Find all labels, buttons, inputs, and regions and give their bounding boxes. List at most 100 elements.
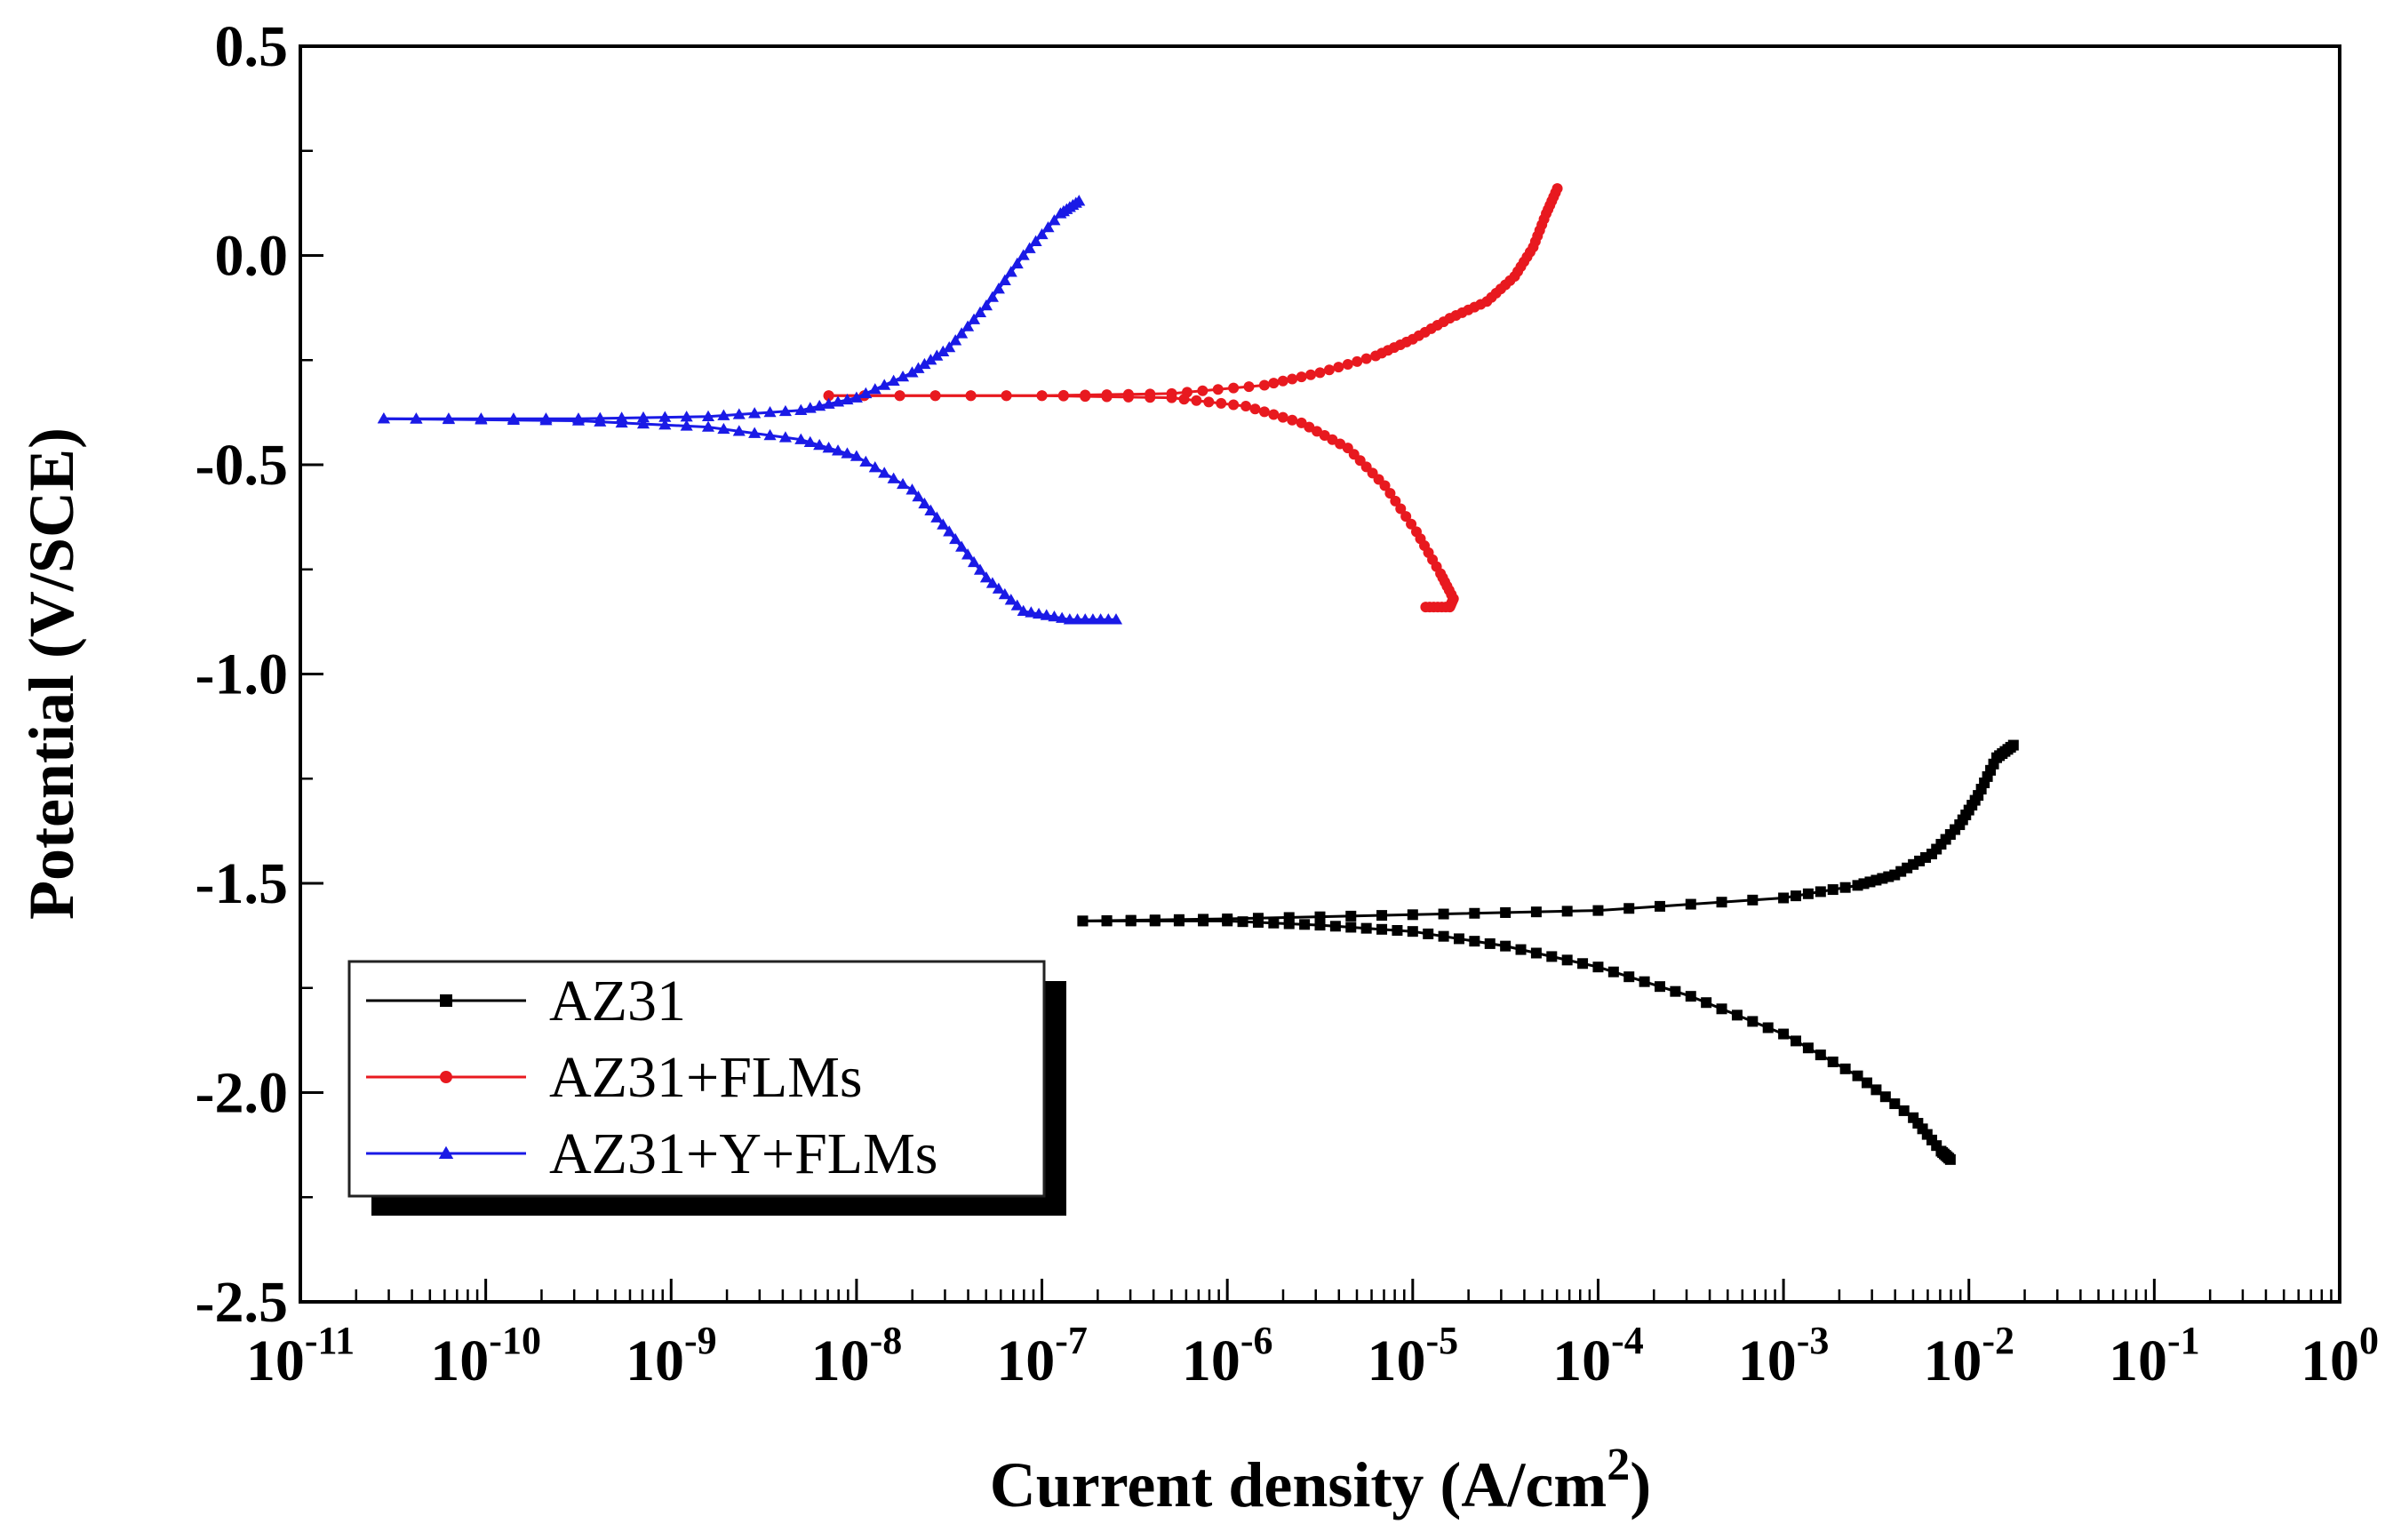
cathodic-data-point: [1469, 936, 1480, 947]
x-tick-exponent: -11: [305, 1319, 355, 1362]
cathodic-data-point: [410, 412, 423, 424]
cathodic-data-point: [823, 390, 834, 402]
y-tick-label: -1.5: [195, 851, 288, 916]
anodic-data-point: [998, 274, 1011, 285]
cathodic-data-point: [1716, 1003, 1727, 1015]
anodic-data-point: [1561, 906, 1573, 917]
cathodic-data-point: [961, 548, 975, 560]
anodic-data-point: [1004, 266, 1017, 277]
anodic-data-point: [1212, 384, 1224, 395]
x-tick-exponent: -9: [684, 1319, 717, 1362]
cathodic-data-point: [1033, 607, 1046, 619]
cathodic-data-point: [1701, 997, 1712, 1009]
cathodic-data-point: [1879, 1091, 1891, 1103]
cathodic-data-point: [1731, 1009, 1743, 1021]
cathodic-data-point: [985, 577, 999, 588]
anodic-data-point: [763, 406, 777, 418]
anodic-data-point: [680, 411, 693, 422]
cathodic-data-point: [1747, 1016, 1759, 1027]
cathodic-data-point: [1237, 916, 1248, 928]
cathodic-data-point: [878, 467, 891, 478]
y-tick-label: 0.5: [215, 14, 289, 79]
cathodic-data-point: [1384, 488, 1396, 499]
cathodic-data-point: [850, 450, 863, 461]
cathodic-data-point: [1561, 954, 1573, 966]
cathodic-data-point: [929, 390, 941, 402]
cathodic-data-point: [1149, 915, 1161, 927]
cathodic-data-point: [1287, 414, 1298, 426]
x-tick-exponent: -2: [1982, 1319, 2014, 1362]
cathodic-data-point: [701, 420, 715, 432]
series-layer: [377, 183, 2019, 1165]
anodic-data-point: [1778, 892, 1790, 904]
cathodic-data-point: [955, 540, 969, 552]
anodic-data-point: [1314, 367, 1326, 379]
cathodic-data-point: [1815, 1049, 1826, 1061]
cathodic-data-point: [1655, 981, 1665, 993]
anodic-data-point: [701, 410, 715, 422]
cathodic-data-point: [1277, 411, 1288, 423]
cathodic-data-point: [1101, 391, 1113, 403]
cathodic-data-point: [930, 511, 944, 523]
cathodic-data-point: [979, 571, 993, 583]
cathodic-data-point: [1944, 1153, 1956, 1165]
cathodic-data-point: [967, 555, 981, 568]
anodic-data-point: [1802, 888, 1814, 899]
cathodic-data-point: [1010, 599, 1024, 610]
cathodic-data-point: [1329, 921, 1341, 932]
cathodic-data-point: [1258, 406, 1270, 418]
cathodic-data-point: [1420, 602, 1432, 613]
anodic-data-point: [1827, 884, 1839, 896]
cathodic-data-point: [475, 413, 488, 425]
anodic-data-point: [1623, 903, 1635, 914]
y-tick-label: 0.0: [215, 224, 289, 289]
cathodic-data-point: [539, 414, 553, 426]
cathodic-data-point: [571, 414, 586, 426]
cathodic-data-point: [1670, 985, 1681, 997]
x-tick-exponent: -10: [489, 1319, 541, 1362]
cathodic-data-point: [1423, 928, 1434, 939]
anodic-data-point: [2007, 739, 2019, 751]
cathodic-data-point: [1166, 392, 1177, 403]
cathodic-data-point: [1145, 392, 1156, 403]
anodic-data-point: [1530, 906, 1542, 918]
cathodic-data-point: [1839, 1063, 1851, 1074]
anodic-data-point: [979, 299, 993, 311]
cathodic-data-point: [822, 442, 835, 453]
anodic-data-point: [955, 327, 969, 339]
anodic-data-point: [732, 408, 746, 419]
legend: AZ31 AZ31+FLMs AZ31+Y+FLMs: [347, 960, 1066, 1216]
anodic-data-point: [868, 383, 881, 395]
cathodic-data-point: [1592, 962, 1604, 973]
cathodic-data-point: [1178, 394, 1190, 405]
cathodic-data-point: [918, 497, 931, 509]
x-tick-base: 10: [1923, 1329, 1982, 1393]
anodic-data-point: [1360, 353, 1372, 364]
cathodic-data-point: [658, 419, 672, 430]
y-axis-title: Potential (V/SCE): [16, 427, 87, 920]
x-tick-exponent: -7: [1055, 1319, 1088, 1362]
cathodic-data-point: [1173, 915, 1185, 927]
cathodic-data-point: [1395, 503, 1407, 515]
y-tick-label: -2.0: [195, 1061, 288, 1126]
x-tick-label: 10-9: [626, 1319, 717, 1393]
cathodic-data-point: [831, 444, 845, 456]
cathodic-data-point: [1685, 991, 1696, 1002]
cathodic-data-point: [894, 390, 905, 402]
y-tick-label: -1.0: [195, 642, 288, 707]
anodic-data-point: [1041, 220, 1055, 233]
cathodic-data-point: [965, 390, 977, 402]
cathodic-data-point: [887, 472, 900, 483]
cathodic-data-point: [1484, 938, 1496, 949]
cathodic-data-point: [1080, 391, 1091, 403]
cathodic-data-point: [1852, 1070, 1863, 1081]
legend-entry: AZ31: [366, 969, 686, 1033]
cathodic-data-point: [1530, 947, 1542, 959]
cathodic-data-point: [1048, 610, 1061, 622]
x-tick-label: 10-7: [996, 1319, 1088, 1393]
anodic-data-point: [1592, 905, 1604, 916]
anodic-data-point: [1839, 882, 1851, 893]
cathodic-data-point: [1040, 609, 1053, 620]
x-tick-base: 10: [2301, 1329, 2359, 1393]
anodic-data-point: [1815, 886, 1826, 898]
